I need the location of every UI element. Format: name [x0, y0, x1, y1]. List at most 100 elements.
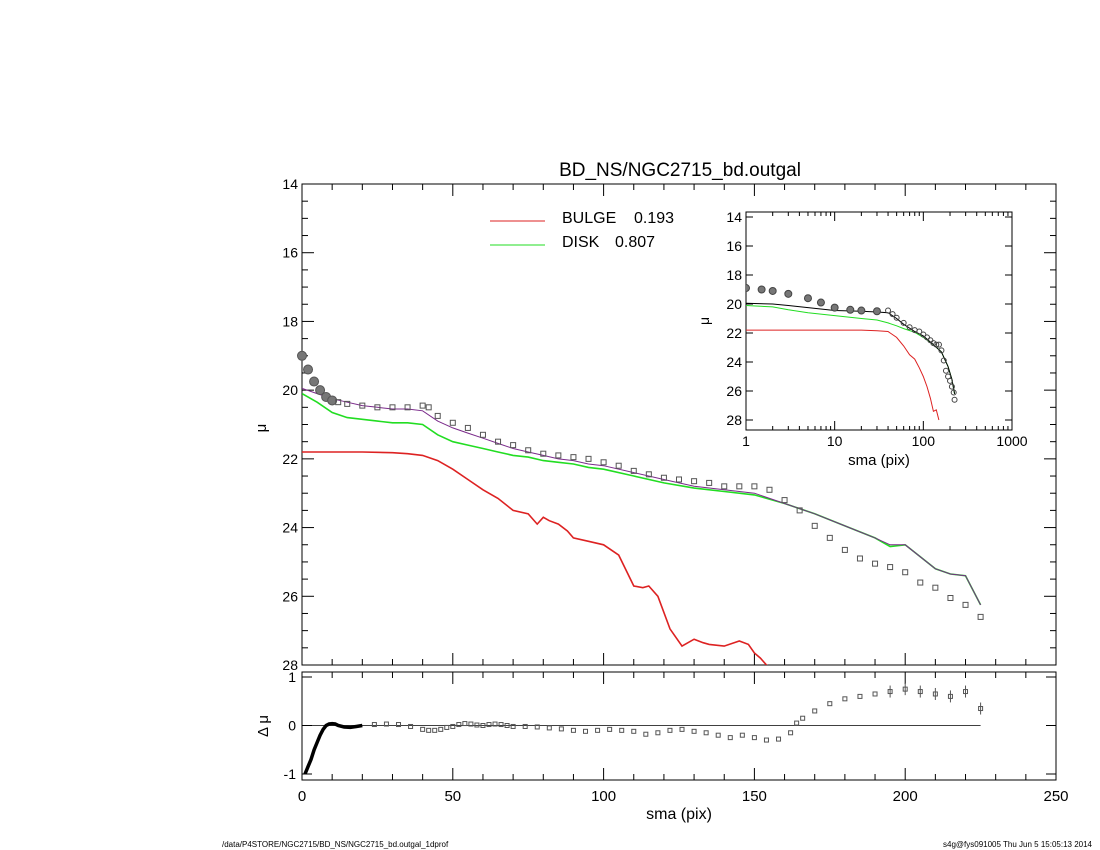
residual-point: [474, 722, 480, 728]
inset-data-point: [942, 367, 949, 374]
residual-point: [857, 693, 863, 699]
main-data-point: [315, 385, 326, 396]
residual-point: [607, 726, 613, 732]
inset-ticks: 14 16 18 20 22 24 26 281 10 100 1000: [726, 209, 1027, 449]
main-data-point: [766, 486, 773, 493]
residual-point: [827, 701, 833, 707]
residual-frame: [301, 671, 1057, 781]
residual-xtick-label: 200: [893, 788, 918, 805]
residual-xlabel: sma (pix): [646, 806, 712, 823]
residual-point: [667, 727, 673, 733]
main-ticks: 14 16 18 20 22 24 26 28: [282, 176, 1057, 673]
legend-bulge-name: BULGE: [562, 210, 616, 227]
inset-ytick-label: 20: [726, 296, 742, 312]
main-ytick-label: 24: [282, 520, 298, 536]
inset-data-point: [951, 396, 958, 403]
inset-ytick-label: 24: [726, 354, 742, 370]
residual-point: [794, 720, 800, 726]
residual-point: [480, 723, 486, 728]
residual-point: [420, 726, 426, 732]
residual-xtick-label: 150: [742, 788, 767, 805]
main-data-point: [917, 579, 924, 586]
inset-data-point: [746, 284, 750, 293]
inset-data-point: [924, 334, 931, 341]
main-data-point: [736, 483, 743, 490]
inset-data-point: [872, 307, 881, 316]
legend-bulge-value: 0.193: [634, 210, 674, 227]
main-data-point: [796, 507, 803, 514]
inset-xtick-label: 100: [912, 433, 936, 449]
main-data-point: [327, 395, 338, 406]
footer-path: /data/P4STORE/NGC2715/BD_NS/NGC2715_bd.o…: [222, 840, 449, 849]
residual-point: [396, 722, 402, 728]
main-data-point: [826, 534, 833, 541]
main-ytick-label: 14: [282, 176, 298, 192]
residual-point: [800, 715, 806, 721]
inset-ylabel: μ: [696, 317, 712, 325]
main-data-point: [389, 404, 396, 411]
residual-point: [842, 696, 848, 702]
main-data-point: [781, 497, 788, 504]
inset-data-point: [906, 324, 913, 331]
residual-point: [492, 721, 498, 727]
main-disk-line: [302, 392, 982, 606]
residual-point: [450, 723, 456, 729]
inset-bulge-line: [746, 329, 940, 421]
main-data-point: [344, 400, 351, 407]
residual-ytick-label: -1: [284, 766, 297, 782]
residual-point: [691, 728, 697, 734]
residual-point: [739, 732, 745, 738]
main-data-point: [525, 447, 532, 454]
main-data-point: [464, 424, 471, 431]
inset-data-point: [816, 298, 825, 307]
inset-data-point: [935, 341, 942, 348]
residual-point: [703, 730, 709, 736]
residual-point: [522, 723, 528, 729]
main-ytick-label: 28: [282, 657, 298, 673]
residual-point: [426, 727, 432, 733]
residual-point: [583, 728, 589, 734]
residual-point: [534, 724, 540, 730]
main-data-point: [404, 404, 411, 411]
inset-ytick-label: 14: [726, 209, 742, 225]
residual-point: [655, 730, 661, 736]
inset-data-point: [900, 319, 907, 326]
residual-series: [302, 683, 984, 775]
residual-point: [456, 722, 462, 728]
main-ytick-label: 26: [282, 588, 298, 604]
inset-data-point: [857, 306, 866, 315]
residual-point: [558, 726, 564, 732]
main-series: [297, 350, 984, 665]
main-data-point: [902, 569, 909, 576]
residual-point: [872, 691, 878, 697]
residual-point: [776, 736, 782, 742]
main-ylabel: μ: [253, 424, 270, 433]
main-data-point: [600, 459, 607, 466]
inset-data-point: [920, 331, 927, 338]
residual-xtick-label: 100: [591, 788, 616, 805]
main-data-point: [887, 564, 894, 571]
main-data-point: [510, 442, 517, 449]
residual-point: [498, 722, 504, 728]
inset-data-point: [893, 314, 900, 321]
main-data-point: [660, 474, 667, 481]
residual-point: [751, 735, 757, 741]
main-ytick-label: 20: [282, 382, 298, 398]
main-data-point: [419, 402, 426, 409]
main-data-point: [645, 471, 652, 478]
main-data-point: [585, 455, 592, 462]
residual-inner-trace: [303, 721, 363, 775]
residual-point: [788, 730, 794, 736]
inset-ytick-label: 22: [726, 325, 742, 341]
main-data-point: [335, 399, 342, 406]
inset-series: [746, 284, 958, 421]
residual-ylabel: Δ μ: [255, 715, 272, 737]
residual-point: [595, 727, 601, 733]
main-total-line: [302, 387, 982, 606]
main-ytick-label: 22: [282, 451, 298, 467]
inset-xtick-label: 1000: [996, 433, 1027, 449]
inset-xtick-label: 10: [827, 433, 843, 449]
